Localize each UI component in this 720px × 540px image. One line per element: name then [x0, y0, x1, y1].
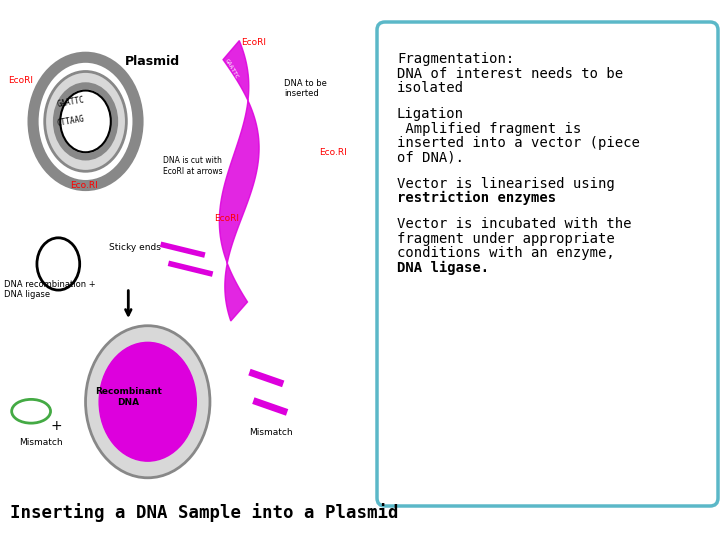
Text: Vector is linearised using: Vector is linearised using — [397, 177, 615, 191]
Bar — [0, 40, 390, 500]
Circle shape — [60, 91, 111, 152]
Text: EcoRI: EcoRI — [214, 214, 239, 223]
Text: DNA ligase.: DNA ligase. — [397, 261, 489, 275]
Text: inserted into a vector (piece: inserted into a vector (piece — [397, 136, 640, 150]
Text: Mismatch: Mismatch — [249, 428, 292, 437]
Text: Fragmentation:: Fragmentation: — [397, 52, 514, 66]
Text: of DNA).: of DNA). — [397, 151, 464, 165]
Text: Inserting a DNA Sample into a Plasmid: Inserting a DNA Sample into a Plasmid — [10, 503, 398, 522]
Text: Vector is incubated with the: Vector is incubated with the — [397, 217, 631, 231]
Text: fragment under appropriate: fragment under appropriate — [397, 232, 615, 246]
Circle shape — [99, 342, 197, 461]
Text: DNA recombination +
DNA ligase: DNA recombination + DNA ligase — [4, 280, 96, 299]
Text: Sticky ends: Sticky ends — [109, 242, 161, 252]
Text: restriction enzymes: restriction enzymes — [397, 191, 556, 205]
Text: EcoRI: EcoRI — [8, 76, 33, 85]
Text: isolated: isolated — [397, 81, 464, 95]
Text: CTTAAG: CTTAAG — [56, 114, 85, 128]
Text: Amplified fragment is: Amplified fragment is — [397, 122, 581, 136]
Circle shape — [113, 359, 183, 444]
Text: Plasmid: Plasmid — [125, 55, 179, 68]
Text: Eco.RI: Eco.RI — [319, 147, 346, 157]
Text: Ligation: Ligation — [397, 107, 464, 121]
Text: GAATTC: GAATTC — [56, 96, 85, 109]
Text: EcoRI: EcoRI — [241, 38, 266, 48]
Text: +: + — [50, 419, 62, 433]
Text: Mismatch: Mismatch — [19, 437, 63, 447]
Text: Recombinant
DNA: Recombinant DNA — [95, 387, 162, 407]
Circle shape — [45, 71, 127, 171]
Text: GAATTC: GAATTC — [223, 58, 239, 79]
Text: DNA to be
inserted: DNA to be inserted — [284, 79, 327, 98]
Circle shape — [86, 326, 210, 478]
Text: conditions with an enzyme,: conditions with an enzyme, — [397, 246, 615, 260]
Text: DNA is cut with
EcoRI at arrows: DNA is cut with EcoRI at arrows — [163, 156, 223, 176]
Text: DNA of interest needs to be: DNA of interest needs to be — [397, 66, 623, 80]
Text: Eco.RI: Eco.RI — [70, 181, 98, 190]
PathPatch shape — [220, 40, 259, 321]
FancyBboxPatch shape — [377, 22, 718, 506]
